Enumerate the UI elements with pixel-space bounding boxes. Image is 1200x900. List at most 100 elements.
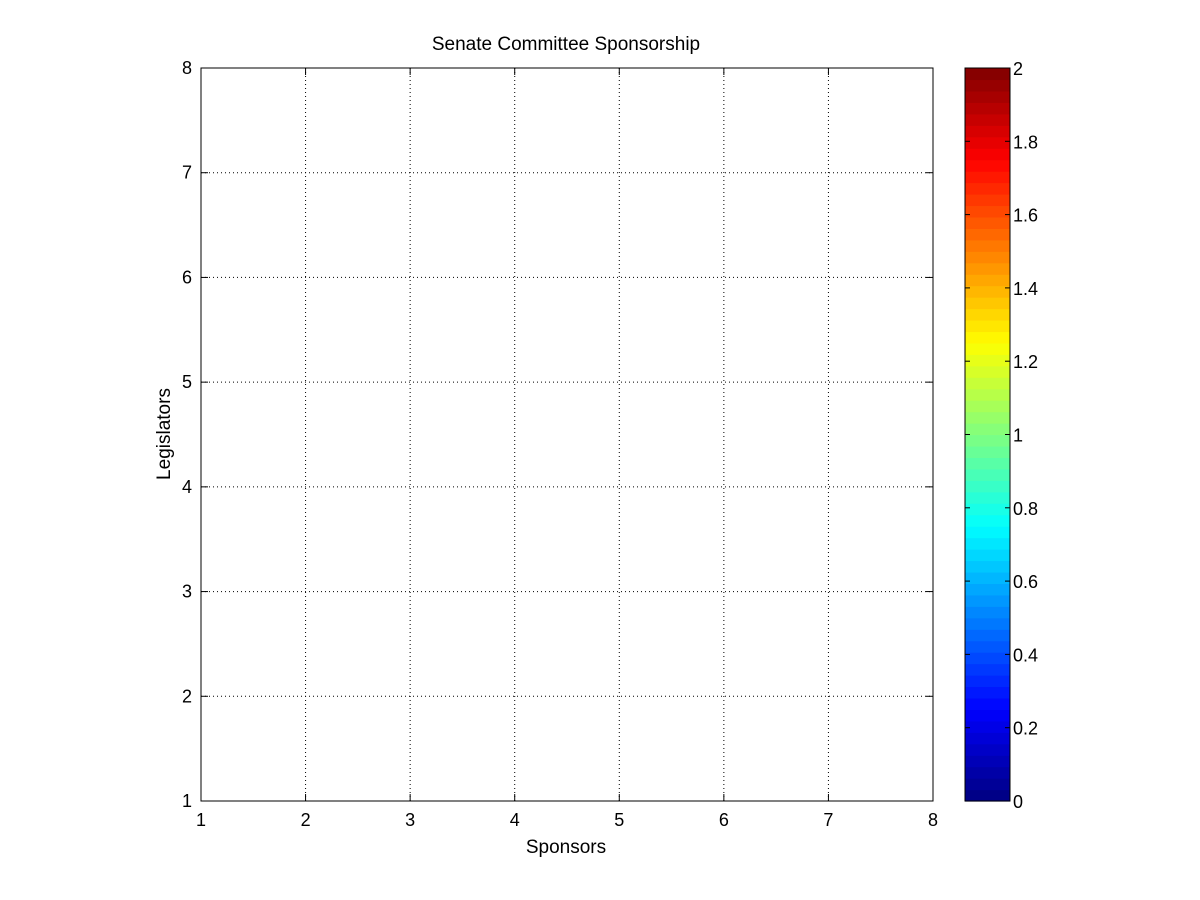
colorbar-band xyxy=(965,789,1010,802)
colorbar-band xyxy=(965,549,1010,562)
colorbar-band xyxy=(965,629,1010,642)
colorbar-band xyxy=(965,274,1010,287)
colorbar: 0 0.2 0.4 0.6 0.8 1 1.2 1.4 1.6 1.8 2 xyxy=(964,59,1038,812)
y-tick-label: 7 xyxy=(182,163,192,183)
colorbar-band xyxy=(965,434,1010,447)
colorbar-band xyxy=(965,755,1010,768)
x-tick-label: 5 xyxy=(614,810,624,830)
colorbar-band xyxy=(965,697,1010,710)
colorbar-band xyxy=(965,640,1010,653)
colorbar-band xyxy=(965,514,1010,527)
y-axis-title: Legislators xyxy=(154,388,175,480)
colorbar-band xyxy=(965,583,1010,596)
colorbar-band xyxy=(965,491,1010,504)
colorbar-band xyxy=(965,251,1010,264)
colorbar-band xyxy=(965,90,1010,103)
colorbar-tick-labels: 0 0.2 0.4 0.6 0.8 1 1.2 1.4 1.6 1.8 2 xyxy=(1013,59,1038,812)
colorbar-band xyxy=(965,457,1010,470)
x-tick-label: 3 xyxy=(405,810,415,830)
x-axis-title: Sponsors xyxy=(526,837,606,858)
colorbar-band xyxy=(965,766,1010,779)
colorbar-band xyxy=(965,445,1010,459)
colorbar-band xyxy=(965,125,1010,138)
x-tick-label: 7 xyxy=(823,810,833,830)
colorbar-band xyxy=(965,136,1010,149)
colorbar-band xyxy=(965,686,1010,699)
colorbar-gradient xyxy=(965,68,1010,802)
axes-box xyxy=(200,67,934,802)
colorbar-band xyxy=(965,675,1010,688)
colorbar-band xyxy=(965,365,1010,378)
colorbar-band xyxy=(965,182,1010,195)
colorbar-band xyxy=(965,423,1010,436)
x-tick-label: 8 xyxy=(928,810,938,830)
y-tick-label: 6 xyxy=(182,267,192,287)
colorbar-band xyxy=(965,411,1010,424)
colorbar-band xyxy=(965,79,1010,92)
colorbar-tick-label: 1.2 xyxy=(1013,352,1038,372)
colorbar-tick-label: 0.4 xyxy=(1013,645,1038,665)
colorbar-band xyxy=(965,560,1010,573)
colorbar-band xyxy=(965,709,1010,722)
colorbar-band xyxy=(965,159,1010,172)
colorbar-band xyxy=(965,285,1010,298)
colorbar-band xyxy=(965,537,1010,550)
colorbar-band xyxy=(965,663,1010,676)
colorbar-band xyxy=(965,228,1010,241)
y-tick-labels: 1 2 3 4 5 6 7 8 xyxy=(182,58,192,811)
colorbar-band xyxy=(965,113,1010,126)
colorbar-band xyxy=(965,216,1010,229)
y-tick-label: 5 xyxy=(182,372,192,392)
colorbar-band xyxy=(965,331,1010,344)
colorbar-band xyxy=(965,652,1010,665)
colorbar-band xyxy=(965,319,1010,333)
colorbar-band xyxy=(965,388,1010,401)
colorbar-band xyxy=(965,102,1010,115)
colorbar-band xyxy=(965,68,1010,81)
colorbar-band xyxy=(965,400,1010,413)
plot-area xyxy=(201,68,933,801)
colorbar-band xyxy=(965,377,1010,390)
colorbar-band xyxy=(965,720,1010,733)
colorbar-band xyxy=(965,480,1010,493)
colorbar-tick-label: 1.8 xyxy=(1013,132,1038,152)
colorbar-tick-marks xyxy=(965,67,1010,802)
colorbar-band xyxy=(965,205,1010,218)
colorbar-band xyxy=(965,503,1010,516)
colorbar-band xyxy=(965,468,1010,481)
x-tick-label: 1 xyxy=(196,810,206,830)
colorbar-tick-label: 0.6 xyxy=(1013,572,1038,592)
colorbar-tick-label: 0 xyxy=(1013,792,1023,812)
chart-title: Senate Committee Sponsorship xyxy=(432,34,700,55)
x-tick-labels: 1 2 3 4 5 6 7 8 xyxy=(196,810,938,830)
colorbar-band xyxy=(965,308,1010,321)
colorbar-band xyxy=(965,732,1010,745)
colorbar-tick-label: 1 xyxy=(1013,426,1023,446)
colorbar-band xyxy=(965,526,1010,539)
colorbar-band xyxy=(965,617,1010,630)
y-tick-label: 2 xyxy=(182,686,192,706)
colorbar-band xyxy=(965,778,1010,791)
colorbar-tick-label: 0.2 xyxy=(1013,719,1038,739)
colorbar-band xyxy=(965,743,1010,756)
colorbar-band xyxy=(965,262,1010,275)
y-tick-label: 1 xyxy=(182,791,192,811)
colorbar-band xyxy=(965,297,1010,310)
y-tick-label: 3 xyxy=(182,582,192,602)
colorbar-band xyxy=(965,594,1010,607)
colorbar-band xyxy=(965,342,1010,355)
colorbar-band xyxy=(965,239,1010,252)
colorbar-tick-label: 0.8 xyxy=(1013,499,1038,519)
colorbar-band xyxy=(965,606,1010,619)
colorbar-tick-label: 1.6 xyxy=(1013,206,1038,226)
x-tick-label: 4 xyxy=(510,810,520,830)
x-tick-label: 6 xyxy=(719,810,729,830)
colorbar-tick-label: 1.4 xyxy=(1013,279,1038,299)
y-tick-label: 4 xyxy=(182,477,192,497)
colorbar-band xyxy=(965,193,1010,207)
colorbar-band xyxy=(965,171,1010,184)
colorbar-band xyxy=(965,354,1010,367)
x-tick-label: 2 xyxy=(301,810,311,830)
